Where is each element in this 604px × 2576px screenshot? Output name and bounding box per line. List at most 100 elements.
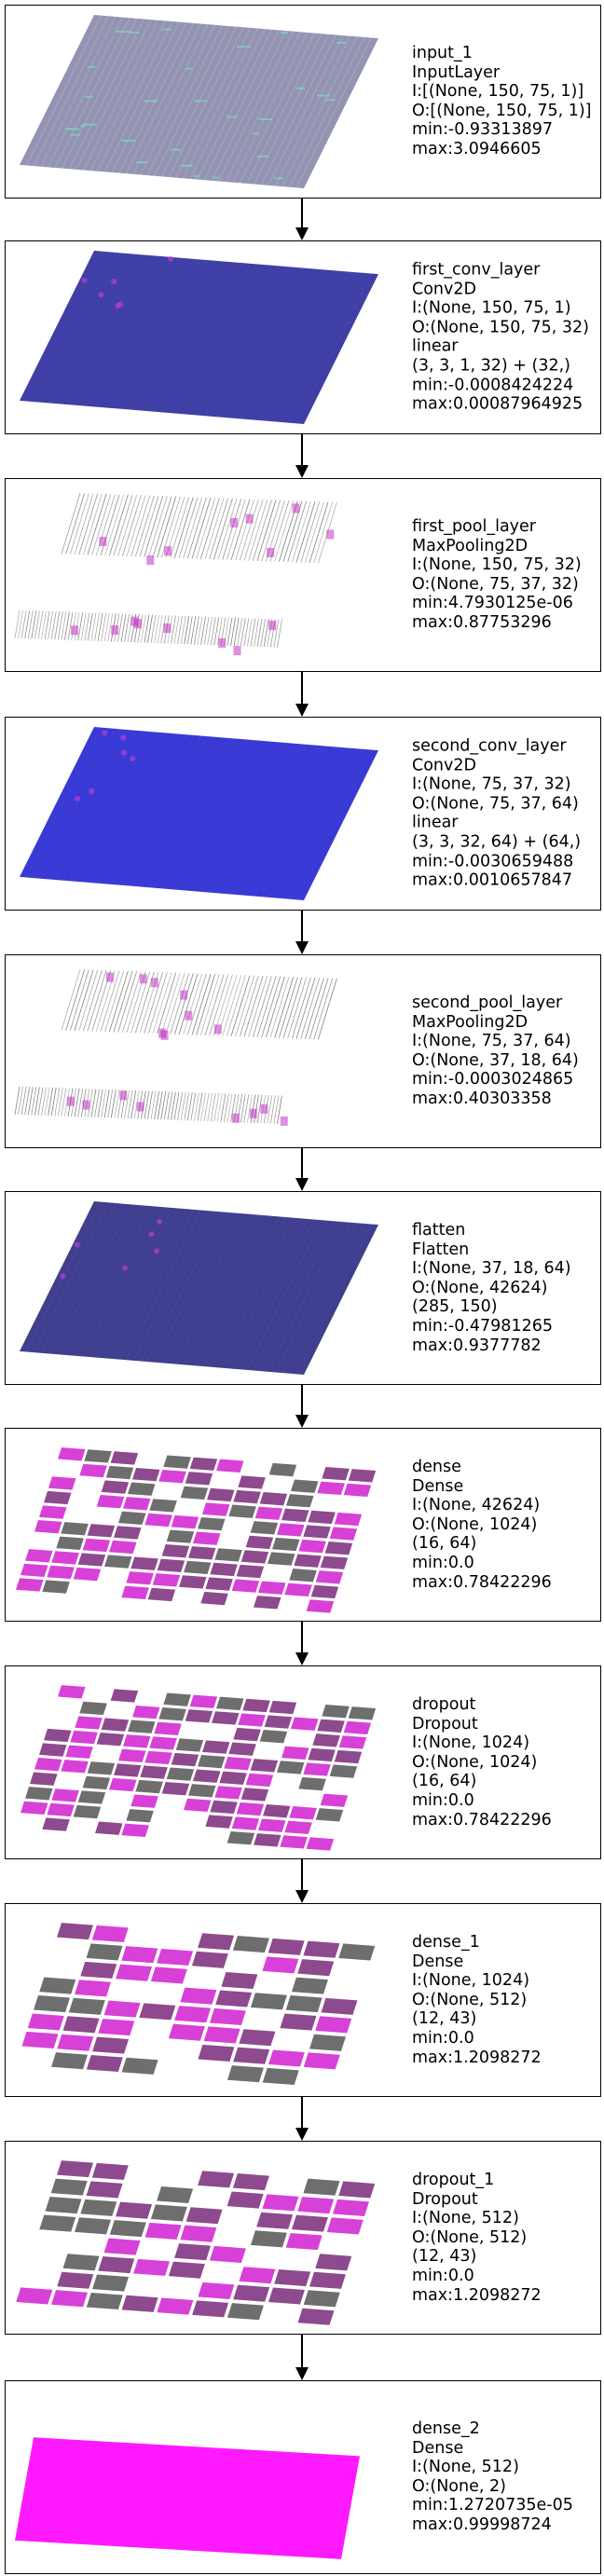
layer-detail-line: O:(None, 75, 37, 64) bbox=[412, 794, 579, 814]
pool-strip bbox=[196, 498, 216, 559]
neuron-block bbox=[188, 1546, 216, 1560]
neuron-block bbox=[188, 1784, 216, 1798]
pool-strip bbox=[256, 976, 277, 1038]
layer-visualization-svg bbox=[14, 492, 337, 656]
arrowhead-icon bbox=[295, 227, 309, 240]
activation-mark bbox=[81, 277, 88, 283]
activation-mark bbox=[194, 100, 208, 103]
texture-line bbox=[197, 265, 272, 416]
neuron-block bbox=[121, 2057, 158, 2075]
pool-strip bbox=[144, 496, 164, 557]
texture-line bbox=[76, 731, 152, 883]
neuron-block bbox=[34, 1519, 62, 1534]
layer-name: second_pool_layer bbox=[412, 993, 563, 1013]
texture-line bbox=[118, 22, 195, 173]
pool-strip bbox=[14, 1086, 21, 1115]
neuron-block bbox=[262, 2067, 299, 2086]
neuron-block bbox=[193, 1769, 221, 1783]
pool-strip bbox=[113, 970, 133, 1033]
pool-strip bbox=[239, 499, 259, 561]
neuron-block bbox=[68, 1997, 105, 2015]
neuron-block bbox=[51, 1551, 79, 1565]
layer-info: second_pool_layer MaxPooling2D I:(None, 75… bbox=[412, 993, 597, 1109]
pool-strip bbox=[147, 972, 168, 1034]
layer-detail-line: min:-0.0008424224 bbox=[412, 376, 574, 395]
pool-strip bbox=[21, 1086, 27, 1116]
layer-visualization-svg bbox=[16, 2160, 376, 2325]
neuron-block bbox=[210, 1562, 238, 1577]
texture-line bbox=[111, 258, 187, 409]
neuron-block bbox=[179, 1575, 207, 1589]
neuron-block bbox=[109, 1777, 137, 1792]
neuron-block bbox=[189, 1694, 218, 1708]
pool-strip bbox=[101, 1089, 107, 1118]
texture-line bbox=[197, 1215, 272, 1366]
neuron-block bbox=[317, 1719, 345, 1733]
texture-line bbox=[146, 25, 223, 176]
neuron-block bbox=[123, 1734, 151, 1748]
texture-line bbox=[254, 746, 329, 897]
pool-strip bbox=[173, 615, 180, 644]
neuron-block bbox=[193, 1531, 221, 1545]
texture-line bbox=[225, 32, 301, 183]
pool-strip bbox=[287, 500, 308, 563]
pool-strip bbox=[269, 976, 290, 1038]
texture-line bbox=[189, 1214, 266, 1366]
texture-line bbox=[168, 263, 244, 414]
neuron-block bbox=[16, 1578, 44, 1592]
neuron-block bbox=[47, 1802, 75, 1817]
neuron-block bbox=[180, 2225, 217, 2242]
neuron-block bbox=[268, 1462, 297, 1477]
layer-info: input_1 InputLayer I:[(None, 150, 75, 1)] O… bbox=[412, 44, 597, 159]
layer-name: dense bbox=[412, 1457, 461, 1476]
texture-line bbox=[240, 745, 315, 896]
neuron-block bbox=[238, 1713, 266, 1727]
texture-line bbox=[183, 264, 258, 415]
neuron-block bbox=[332, 2199, 369, 2216]
neuron-block bbox=[77, 1553, 106, 1567]
neuron-block bbox=[198, 1754, 226, 1769]
activation-mark bbox=[121, 140, 136, 143]
pool-strip bbox=[304, 978, 324, 1039]
pool-strip bbox=[21, 610, 27, 639]
pool-strip bbox=[117, 613, 123, 642]
layer-detail-line: (12, 43) bbox=[412, 2247, 477, 2267]
activation-mark bbox=[295, 87, 306, 89]
neuron-block bbox=[226, 2303, 264, 2321]
pool-strip bbox=[269, 1095, 276, 1124]
texture-line bbox=[246, 1219, 323, 1371]
neuron-block bbox=[321, 1997, 358, 2015]
texture-line bbox=[260, 747, 336, 897]
pool-strip bbox=[108, 494, 129, 556]
pool-strip bbox=[222, 975, 242, 1036]
pool-strip bbox=[199, 974, 220, 1035]
pool-strip bbox=[173, 1091, 180, 1120]
texture-line bbox=[83, 20, 158, 171]
texture-line bbox=[254, 269, 329, 420]
layer-info: dropout_1 Dropout I:(None, 512) O:(None, 51… bbox=[412, 2171, 597, 2305]
pool-strip bbox=[77, 1089, 84, 1117]
activation-mark bbox=[258, 118, 273, 121]
layer-visualization bbox=[6, 2381, 397, 2573]
neuron-block bbox=[189, 1457, 218, 1471]
layer-type: Dropout bbox=[412, 2189, 478, 2209]
neuron-block bbox=[27, 2013, 64, 2031]
neuron-block bbox=[280, 1835, 308, 1849]
neuron-block bbox=[175, 1738, 204, 1752]
neuron-block bbox=[87, 1524, 116, 1538]
pool-strip bbox=[197, 616, 203, 645]
layer-info: dense_1 Dense I:(None, 1024) O:(None, 512)(… bbox=[412, 1933, 597, 2067]
arrowhead-icon bbox=[295, 1652, 309, 1665]
neuron-block bbox=[180, 1987, 217, 2005]
neuron-block bbox=[91, 2162, 129, 2180]
neuron-block bbox=[236, 1564, 265, 1579]
layer-detail-line: I:(None, 150, 75, 1) bbox=[412, 298, 571, 318]
pool-strip bbox=[167, 1091, 173, 1120]
neuron-block bbox=[16, 2287, 53, 2305]
neuron-block bbox=[126, 1571, 154, 1585]
neuron-block bbox=[209, 2245, 246, 2264]
pool-strip bbox=[101, 612, 107, 642]
layer-detail-line: max:0.00087964925 bbox=[412, 394, 583, 414]
neuron-block bbox=[231, 1816, 260, 1830]
neuron-block bbox=[239, 2029, 276, 2047]
